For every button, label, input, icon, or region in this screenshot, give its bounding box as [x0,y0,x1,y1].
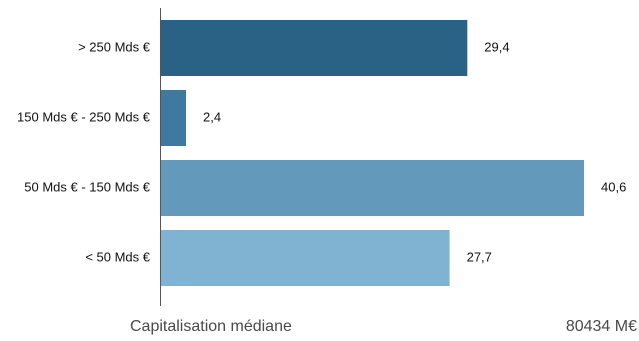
value-label-1: 2,4 [203,109,221,124]
bar-2 [161,160,584,216]
footer-caption: Capitalisation médiane [130,318,292,335]
bar-3 [161,230,450,286]
value-label-3: 27,7 [467,249,492,264]
category-labels-group: > 250 Mds € 150 Mds € - 250 Mds € 50 Mds €… [17,39,151,264]
value-label-2: 40,6 [601,179,626,194]
category-label-0: > 250 Mds € [78,39,151,54]
bars-group [161,20,584,286]
value-labels-group: 29,4 2,4 40,6 27,7 [203,39,626,264]
category-label-2: 50 Mds € - 150 Mds € [24,179,150,194]
footer-median-value: 80434 M€ [565,318,637,335]
category-label-3: < 50 Mds € [85,249,150,264]
bar-0 [161,20,468,76]
category-label-1: 150 Mds € - 250 Mds € [17,109,151,124]
value-label-0: 29,4 [484,39,509,54]
bar-1 [161,90,187,146]
